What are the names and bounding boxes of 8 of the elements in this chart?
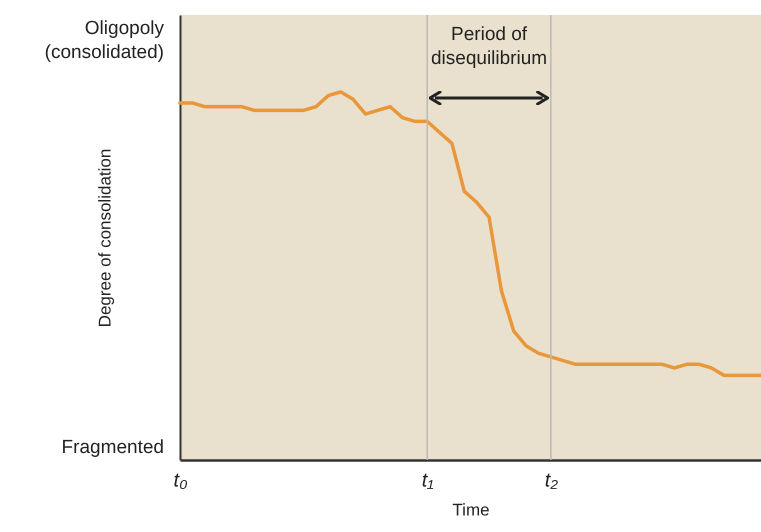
x-tick-label: t₀ xyxy=(174,470,188,492)
y-axis-title: Degree of consolidation xyxy=(96,148,114,328)
text: Period of disequilibrium xyxy=(430,24,548,69)
x-tick-label: t₁ xyxy=(422,470,434,492)
x-axis-title: Time xyxy=(452,500,490,520)
text: Oligopoly (consolidated) xyxy=(44,18,164,63)
text: Fragmented xyxy=(62,437,164,458)
x-tick-label: t₂ xyxy=(544,470,558,492)
